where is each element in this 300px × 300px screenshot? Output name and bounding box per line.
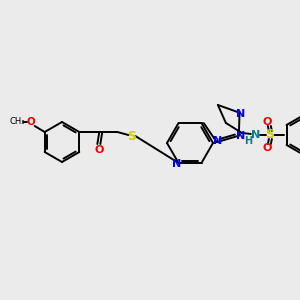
Text: S: S [266,128,274,142]
Text: N: N [213,136,222,146]
Text: O: O [26,117,35,127]
Text: O: O [94,145,104,155]
Text: O: O [262,117,272,127]
Text: N: N [172,159,181,169]
Text: O: O [262,143,272,153]
Text: N: N [236,109,245,119]
Text: CH₃: CH₃ [10,118,26,127]
Text: N: N [236,131,245,141]
Text: S: S [127,130,136,142]
Text: N: N [251,130,260,140]
Text: H: H [244,136,252,146]
